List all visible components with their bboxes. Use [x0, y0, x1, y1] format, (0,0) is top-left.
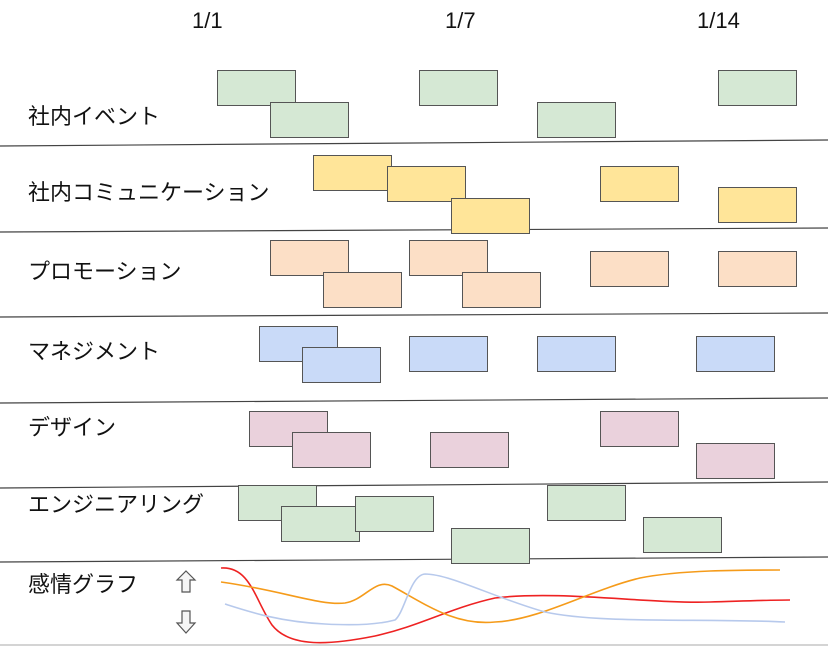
up-arrow-icon: [175, 570, 197, 593]
task-bar[interactable]: [718, 70, 797, 106]
task-bar[interactable]: [451, 198, 530, 234]
date-label-3: 1/14: [697, 8, 740, 33]
row-divider: [0, 556, 828, 563]
task-bar[interactable]: [323, 272, 402, 308]
task-bar[interactable]: [600, 411, 679, 447]
down-arrow-icon: [175, 610, 197, 634]
task-bar[interactable]: [355, 496, 434, 532]
task-bar[interactable]: [696, 443, 775, 479]
task-bar[interactable]: [547, 485, 626, 521]
task-bar[interactable]: [313, 155, 392, 191]
row-label-promotion: プロモーション: [28, 260, 182, 285]
task-bar[interactable]: [281, 506, 360, 542]
task-bar[interactable]: [430, 432, 509, 468]
emotion-graph-label: 感情グラフ: [28, 573, 139, 598]
task-bar[interactable]: [696, 336, 775, 372]
task-bar[interactable]: [409, 240, 488, 276]
task-bar[interactable]: [537, 336, 616, 372]
emotion-line-blue: [224, 573, 786, 626]
emotion-line-red: [220, 567, 791, 644]
task-bar[interactable]: [217, 70, 296, 106]
row-divider: [0, 397, 828, 404]
row-divider: [0, 139, 828, 147]
row-divider: [0, 227, 828, 233]
date-label-2: 1/7: [445, 8, 476, 33]
row-label-communication: 社内コミュニケーション: [28, 181, 270, 206]
row-divider: [0, 312, 828, 318]
row-label-events: 社内イベント: [28, 105, 161, 130]
task-bar[interactable]: [409, 336, 488, 372]
task-bar[interactable]: [537, 102, 616, 138]
emotion-line-orange: [220, 569, 781, 624]
task-bar[interactable]: [600, 166, 679, 202]
row-label-design: デザイン: [28, 416, 117, 441]
date-label-1: 1/1: [192, 8, 223, 33]
task-bar[interactable]: [270, 102, 349, 138]
row-label-engineering: エンジニアリング: [28, 493, 205, 518]
task-bar[interactable]: [292, 432, 371, 468]
task-bar[interactable]: [590, 251, 669, 287]
task-bar[interactable]: [302, 347, 381, 383]
task-bar[interactable]: [643, 517, 722, 553]
row-label-management: マネジメント: [28, 340, 161, 365]
task-bar[interactable]: [270, 240, 349, 276]
row-divider: [0, 481, 828, 489]
task-bar[interactable]: [451, 528, 530, 564]
task-bar[interactable]: [462, 272, 541, 308]
task-bar[interactable]: [387, 166, 466, 202]
emotion-chart: [220, 567, 791, 644]
task-bar[interactable]: [419, 70, 498, 106]
task-bar[interactable]: [718, 187, 797, 223]
task-bar[interactable]: [718, 251, 797, 287]
